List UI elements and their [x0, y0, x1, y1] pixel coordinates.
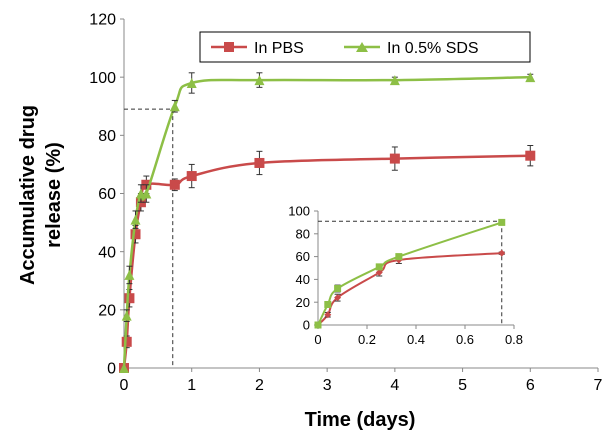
main-series-1	[119, 72, 536, 373]
main-series-0-point-1	[121, 336, 132, 347]
inset-x-tick-label-3: 0.6	[456, 332, 474, 347]
inset-x-tick-label-4: 0.8	[505, 332, 523, 347]
inset-series-0-point-1	[324, 311, 332, 319]
legend-sds-label: In 0.5% SDS	[387, 40, 479, 57]
inset-series-0-point-2	[334, 294, 342, 302]
main-x-tick-label-0: 0	[120, 377, 129, 394]
main-series-1-point-10	[525, 72, 536, 83]
legend: In PBS In 0.5% SDS	[199, 31, 531, 63]
inset-series-1-point-4	[395, 253, 403, 261]
main-y-tick-label-0: 0	[107, 361, 116, 378]
legend-pbs-marker	[224, 42, 234, 52]
inset-x-tick-label-0: 0	[314, 332, 321, 347]
main-series-0-point-10	[525, 150, 536, 161]
main-series-0-point-8	[254, 157, 265, 168]
main-y-tick-label-3: 60	[98, 186, 116, 203]
legend-item-pbs: In PBS	[211, 40, 304, 57]
main-x-tick-label-2: 2	[255, 377, 264, 394]
main-series-0-point-2	[124, 293, 135, 304]
main-series-1-point-8	[254, 75, 265, 86]
legend-item-sds: In 0.5% SDS	[344, 40, 479, 57]
main-x-tick-label-3: 3	[323, 377, 332, 394]
main-x-tick-label-7: 7	[594, 377, 603, 394]
main-y-tick-label-2: 40	[98, 244, 116, 261]
inset-series-0-point-3	[375, 269, 383, 277]
inset-y-tick-label-0: 0	[303, 318, 310, 333]
inset-series-1-point-5	[498, 218, 506, 226]
main-y-tick-label-6: 120	[89, 12, 116, 29]
main-series-1-point-0	[119, 363, 129, 373]
main-y-tick-label-5: 100	[89, 70, 116, 87]
main-series-1-point-2	[124, 269, 135, 280]
main-series-1-point-5	[141, 188, 152, 199]
main-x-tick-label-1: 1	[187, 377, 196, 394]
main-x-tick-label-4: 4	[390, 377, 399, 394]
inset-x-tick-label-2: 0.4	[407, 332, 425, 347]
main-x-tick-label-6: 6	[526, 377, 535, 394]
inset-series-1-point-1	[324, 300, 332, 308]
main-series-1-point-6	[169, 101, 180, 112]
inset-series-1-point-0	[314, 321, 322, 329]
inset-x-tick-label-1: 0.2	[358, 332, 376, 347]
main-series-0-point-6	[169, 179, 180, 190]
main-series-0-point-7	[186, 171, 197, 182]
x-axis-title: Time (days)	[305, 409, 416, 431]
legend-pbs-label: In PBS	[254, 40, 304, 57]
main-series-0-point-3	[130, 229, 141, 240]
inset-series-0-point-5	[498, 249, 506, 257]
y-axis-title-line-1: Accumulative drug	[17, 105, 39, 285]
inset-y-tick-label-1: 20	[296, 295, 310, 310]
inset-series-1	[314, 218, 506, 329]
main-series-1-point-1	[121, 310, 132, 321]
main-y-tick-label-1: 20	[98, 302, 116, 319]
main-series-1-point-9	[389, 75, 400, 86]
inset-y-tick-label-3: 60	[296, 249, 310, 264]
legend-sds-marker	[356, 42, 368, 52]
main-series-1-point-3	[130, 214, 141, 225]
main-y-tick-label-4: 80	[98, 128, 116, 145]
inset-y-tick-label-4: 80	[296, 226, 310, 241]
main-plot: 0 20 40 60 80 100 120 0 1 2 3 4 5 6 7	[89, 12, 602, 394]
inset-series-1-point-2	[334, 285, 342, 293]
inset-y-tick-label-2: 40	[296, 272, 310, 287]
y-axis-title-line-2: release (%)	[43, 142, 65, 248]
inset-series-1-point-3	[375, 263, 383, 271]
main-series-1-point-7	[186, 77, 197, 88]
inset-y-tick-label-5: 100	[288, 204, 310, 219]
main-series-0-point-9	[389, 153, 400, 164]
main-x-tick-label-5: 5	[458, 377, 467, 394]
inset-plot: 0 20 40 60 80 100 0 0.2 0.4 0.6 0.8	[280, 204, 523, 349]
